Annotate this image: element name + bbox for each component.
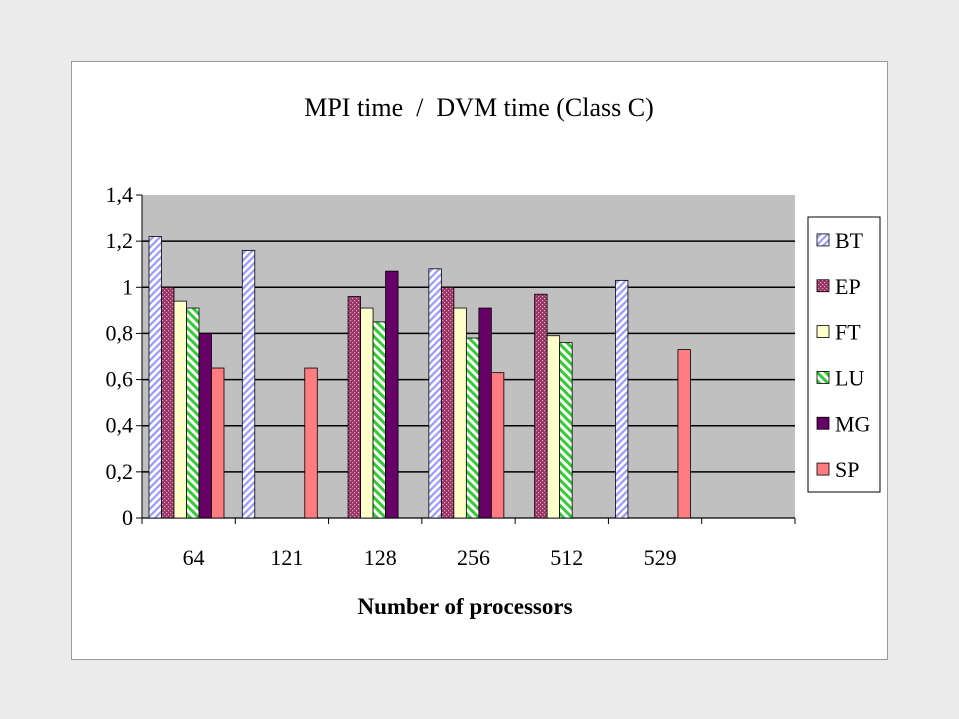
bar-mg xyxy=(478,307,492,519)
bar-sp xyxy=(677,349,691,519)
bar-bt xyxy=(148,236,162,519)
legend-label-bt: BT xyxy=(835,228,864,253)
legend-swatch-ft xyxy=(816,325,830,338)
y-tick-label: 1,2 xyxy=(106,228,134,253)
legend-swatch-sp xyxy=(816,462,830,476)
bar-mg xyxy=(385,270,399,519)
bar-sp xyxy=(304,367,318,519)
x-tick-label: 128 xyxy=(364,545,397,570)
y-tick-label: 0,6 xyxy=(106,367,134,392)
legend: BT EP FT LU MG SP xyxy=(807,216,881,493)
y-tick-label: 1,4 xyxy=(106,182,134,207)
bar-ft xyxy=(360,307,374,519)
x-tick-label: 529 xyxy=(644,545,677,570)
bar-ep xyxy=(161,286,175,519)
legend-label-mg: MG xyxy=(835,411,871,436)
legend-label-lu: LU xyxy=(835,365,864,390)
x-tick-label: 512 xyxy=(550,545,583,570)
plot-area: 0 0,2 0,4 0,6 0,8 1 1,2 1,4 64 121 128 256 512 529 xyxy=(106,182,796,570)
bar-ep xyxy=(440,286,455,519)
bar-ft xyxy=(453,307,467,519)
bar-lu xyxy=(372,321,386,519)
bar-lu xyxy=(186,307,200,519)
x-tick-label: 64 xyxy=(183,545,205,570)
chart-title: MPI time / DVM time (Class C) xyxy=(304,93,654,122)
y-tick-label: 0,2 xyxy=(106,459,134,484)
chart-frame: MPI time / DVM time (Class C) 0 0,2 0,4 0,6… xyxy=(71,61,888,660)
x-tick-label: 121 xyxy=(270,545,303,570)
bar-ft xyxy=(173,300,187,519)
bar-bt xyxy=(241,249,256,519)
y-tick-label: 0,4 xyxy=(106,413,134,438)
x-axis-label: Number of processors xyxy=(357,594,572,619)
legend-label-sp: SP xyxy=(835,457,859,482)
bar-bt xyxy=(428,268,442,519)
y-tick-label: 0 xyxy=(122,505,133,530)
legend-swatch-lu xyxy=(816,371,830,384)
legend-swatch-mg xyxy=(816,416,830,430)
bar-ep xyxy=(347,296,361,519)
legend-label-ep: EP xyxy=(835,274,861,299)
bar-lu xyxy=(559,342,573,519)
bar-lu xyxy=(465,337,480,519)
bar-sp xyxy=(211,367,225,519)
legend-label-ft: FT xyxy=(835,320,861,345)
bar-ep xyxy=(534,293,548,519)
legend-swatch-bt xyxy=(816,233,830,247)
bar-mg xyxy=(198,333,212,519)
bar-ft xyxy=(546,335,561,519)
x-tick-label: 256 xyxy=(457,545,490,570)
y-tick-label: 1 xyxy=(122,274,133,299)
legend-swatch-ep xyxy=(816,279,830,293)
y-tick-label: 0,8 xyxy=(106,320,134,345)
chart-svg: MPI time / DVM time (Class C) 0 0,2 0,4 0,6… xyxy=(106,93,881,619)
legend-box xyxy=(807,216,881,493)
bar-sp xyxy=(490,372,505,519)
bar-bt xyxy=(615,279,629,519)
